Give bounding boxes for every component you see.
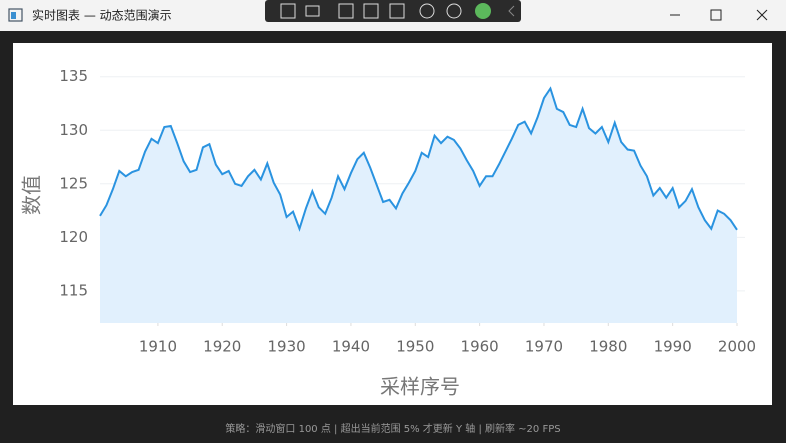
close-button[interactable] [756, 9, 768, 21]
app-icon-inner [11, 12, 16, 19]
area-fill [100, 88, 737, 323]
line [99, 86, 738, 232]
x-tick-label: 2000 [718, 338, 756, 356]
x-axis-title: 采样序号 [380, 375, 460, 399]
plot: 115 120 125 130 135 1910 1920 1930 1940 1950 1960 1… [20, 67, 757, 398]
x-tick-label: 1980 [589, 338, 627, 356]
window-title: 实时图表 — 动态范围演示 [32, 8, 172, 23]
y-tick-label: 135 [59, 67, 88, 85]
toolbar-bg [265, 0, 521, 22]
debug-toolbar [265, 0, 521, 22]
toolbar-button[interactable] [363, 3, 379, 19]
toolbar-button[interactable] [389, 3, 405, 19]
y-tick-label: 120 [59, 228, 88, 246]
toolbar-button[interactable] [475, 3, 491, 19]
toolbar-button[interactable] [305, 5, 320, 17]
y-tick-label: 125 [59, 174, 88, 192]
x-tick-label: 1990 [654, 338, 692, 356]
toolbar-button[interactable] [280, 3, 296, 19]
toolbar-button[interactable] [338, 3, 354, 19]
x-tick-label: 1970 [525, 338, 563, 356]
status-text: 策略：滑动窗口 100 点 | 超出当前范围 5% 才更新 Y 轴 | 刷新率 … [225, 422, 560, 435]
x-tick-label: 1960 [461, 338, 499, 356]
app-icon [8, 8, 23, 22]
y-tick-label: 130 [59, 121, 88, 139]
x-tick-label: 1950 [396, 338, 434, 356]
x-tick-label: 1940 [332, 338, 370, 356]
maximize-button[interactable] [710, 9, 722, 21]
toolbar-button[interactable] [446, 3, 462, 19]
y-tick-label: 115 [59, 281, 88, 299]
toolbar-button[interactable] [419, 3, 435, 19]
x-tick-label: 1910 [139, 338, 177, 356]
x-tick-label: 1920 [203, 338, 241, 356]
x-tick-label: 1930 [268, 338, 306, 356]
toolbar-collapse[interactable] [508, 5, 515, 17]
y-axis-title: 数值 [20, 175, 44, 215]
